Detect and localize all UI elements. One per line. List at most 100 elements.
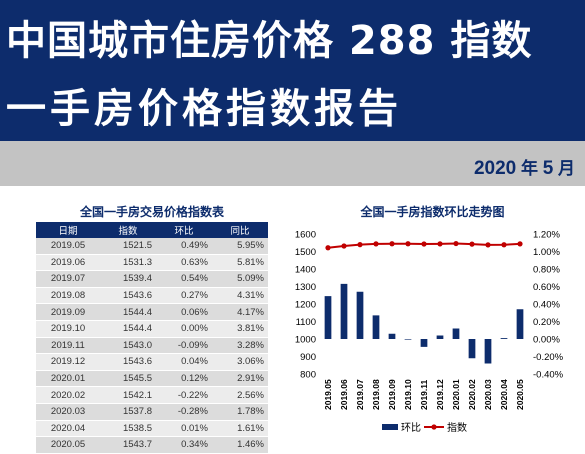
x-axis-tick-label: 2020.05 xyxy=(515,379,525,410)
legend-bar-swatch xyxy=(382,424,398,430)
x-axis-tick-label: 2019.05 xyxy=(323,379,333,410)
table-cell: 2019.12 xyxy=(36,353,100,371)
bar-mom-2019.06 xyxy=(340,283,348,339)
table-cell: 2019.10 xyxy=(36,320,100,338)
table-title: 全国一手房交易价格指数表 xyxy=(79,205,224,219)
x-axis-tick-label: 2019.08 xyxy=(371,379,381,410)
table-cell: 2.56% xyxy=(212,386,268,404)
table-cell: 1.61% xyxy=(212,420,268,438)
table-cell: 1542.1 xyxy=(100,386,156,404)
table-cell: 2.91% xyxy=(212,370,268,388)
right-axis-tick-label: 0.60% xyxy=(533,282,560,293)
bar-mom-2019.09 xyxy=(388,333,396,339)
right-axis-tick-label: 1.20% xyxy=(533,230,560,241)
table-row: 2020.02 1542.1 -0.22% 2.56% xyxy=(36,386,268,404)
index-point-2020.04 xyxy=(501,242,507,248)
table-cell: 5.81% xyxy=(212,254,268,272)
table-header-row: 日期 指数 环比 同比 xyxy=(36,222,268,238)
x-axis-tick-label: 2020.02 xyxy=(467,379,477,410)
x-axis-tick-label: 2019.09 xyxy=(387,379,397,410)
table-cell: 2020.01 xyxy=(36,370,100,388)
table-row: 2019.07 1539.4 0.54% 5.09% xyxy=(36,270,268,288)
index-point-2019.06 xyxy=(341,243,347,249)
right-axis-tick-label: 0.20% xyxy=(533,317,560,328)
table-header-cell: 同比 xyxy=(212,222,268,238)
table-cell: -0.28% xyxy=(156,403,212,421)
right-axis-tick-label: 0.00% xyxy=(533,335,560,346)
table-cell: 0.01% xyxy=(156,420,212,438)
table-row: 2020.01 1545.5 0.12% 2.91% xyxy=(36,370,268,388)
index-chart: 1600 1500 1400 1300 1200 1100 1000 900 800 1.20% 1… xyxy=(295,230,564,435)
table-cell: 5.09% xyxy=(212,270,268,288)
chart-title: 全国一手房指数环比走势图 xyxy=(360,205,505,219)
legend-bar-label: 环比 xyxy=(401,422,421,434)
table-row: 2020.03 1537.8 -0.28% 1.78% xyxy=(36,403,268,421)
index-point-2020.03 xyxy=(485,242,491,248)
table-cell: 0.04% xyxy=(156,353,212,371)
legend-line-marker xyxy=(431,424,437,430)
right-axis-tick-label: -0.20% xyxy=(533,352,564,363)
left-axis-tick-label: 1500 xyxy=(295,247,316,258)
x-axis-tick-label: 2019.10 xyxy=(403,379,413,410)
index-point-2019.10 xyxy=(405,241,411,247)
x-axis-tick-label: 2020.01 xyxy=(451,379,461,410)
left-axis-tick-label: 1300 xyxy=(295,282,316,293)
table-cell: 3.06% xyxy=(212,353,268,371)
table-cell: 2019.09 xyxy=(36,303,100,321)
table-cell: 1521.5 xyxy=(100,238,156,255)
table-cell: 3.28% xyxy=(212,337,268,355)
date-band xyxy=(0,141,585,186)
index-point-2019.08 xyxy=(373,241,379,247)
index-point-2020.02 xyxy=(469,241,475,247)
table-row: 2020.05 1543.7 0.34% 1.46% xyxy=(36,436,268,454)
bar-mom-2019.08 xyxy=(372,315,380,339)
bar-mom-2020.05 xyxy=(516,309,524,339)
bar-mom-2020.01 xyxy=(452,328,460,339)
index-table: 日期 指数 环比 同比 2019.05 1521.5 0.49% 5.95% 2019.06 1… xyxy=(36,222,268,454)
report-date: 2020 年 5 月 xyxy=(474,154,575,180)
table-cell: 4.31% xyxy=(212,287,268,305)
table-cell: -0.09% xyxy=(156,337,212,355)
report-month: 5 xyxy=(542,158,554,179)
year-unit: 年 xyxy=(520,159,538,178)
left-axis-tick-label: 900 xyxy=(300,352,316,363)
table-row: 2019.06 1531.3 0.63% 5.81% xyxy=(36,254,268,272)
table-cell: 2019.05 xyxy=(36,238,100,255)
table-cell: 2020.02 xyxy=(36,386,100,404)
table-row: 2019.05 1521.5 0.49% 5.95% xyxy=(36,238,268,255)
table-cell: 2019.11 xyxy=(36,337,100,355)
table-cell: 0.12% xyxy=(156,370,212,388)
table-row: 2019.08 1543.6 0.27% 4.31% xyxy=(36,287,268,305)
table-row: 2019.11 1543.0 -0.09% 3.28% xyxy=(36,337,268,355)
table-row: 2019.12 1543.6 0.04% 3.06% xyxy=(36,353,268,371)
right-axis-tick-label: 1.00% xyxy=(533,247,560,258)
table-cell: 5.95% xyxy=(212,238,268,255)
left-axis-tick-label: 1100 xyxy=(296,317,316,328)
table-cell: 0.06% xyxy=(156,303,212,321)
table-header-cell: 环比 xyxy=(156,222,212,238)
table-cell: 2019.06 xyxy=(36,254,100,272)
bar-mom-2020.02 xyxy=(468,339,476,359)
left-axis-tick-label: 800 xyxy=(300,370,316,381)
report-title-line2: 一手房价格指数报告 xyxy=(6,86,402,132)
table-cell: 1543.6 xyxy=(100,287,156,305)
index-point-2020.05 xyxy=(517,241,523,247)
index-point-2019.11 xyxy=(421,241,427,247)
month-unit: 月 xyxy=(558,159,575,178)
table-cell: 1.46% xyxy=(212,436,268,454)
table-cell: 0.54% xyxy=(156,270,212,288)
index-point-2019.05 xyxy=(325,245,331,251)
table-row: 2020.04 1538.5 0.01% 1.61% xyxy=(36,420,268,438)
table-cell: 2019.07 xyxy=(36,270,100,288)
x-axis-tick-label: 2019.06 xyxy=(339,379,349,410)
table-cell: 1.78% xyxy=(212,403,268,421)
x-axis-tick-label: 2020.03 xyxy=(483,379,493,410)
bar-mom-2019.12 xyxy=(436,335,444,339)
report-year: 2020 xyxy=(473,158,517,179)
table-cell: 1543.0 xyxy=(100,337,156,355)
left-axis-tick-label: 1600 xyxy=(295,230,316,241)
table-row: 2019.09 1544.4 0.06% 4.17% xyxy=(36,303,268,321)
table-cell: 1545.5 xyxy=(100,370,156,388)
bar-mom-2019.07 xyxy=(356,291,364,339)
left-axis-tick-label: 1000 xyxy=(295,335,316,346)
